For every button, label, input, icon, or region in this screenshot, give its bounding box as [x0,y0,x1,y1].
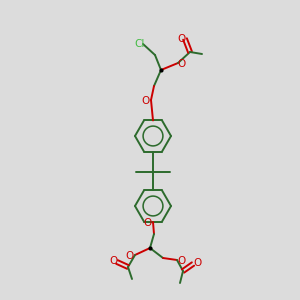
Text: O: O [109,256,117,266]
Text: Cl: Cl [135,39,145,49]
Text: O: O [126,251,134,261]
Text: O: O [143,218,151,228]
Text: O: O [193,258,201,268]
Text: O: O [178,256,186,266]
Text: O: O [177,34,185,44]
Text: O: O [178,59,186,69]
Text: O: O [141,96,149,106]
